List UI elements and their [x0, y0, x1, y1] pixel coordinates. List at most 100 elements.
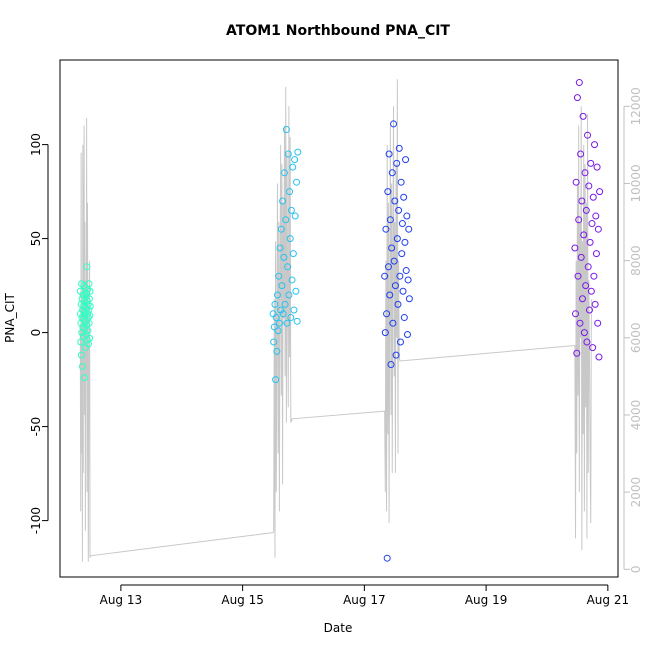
data-point: [580, 231, 588, 239]
y2-tick-label: 6000: [629, 323, 643, 354]
y2-tick-label: 4000: [629, 400, 643, 431]
data-point: [586, 238, 594, 246]
data-point: [284, 263, 292, 271]
data-point: [78, 280, 86, 288]
data-point: [589, 344, 597, 352]
y-tick-label: 0: [29, 329, 43, 337]
data-point: [592, 212, 600, 220]
data-point: [78, 295, 86, 303]
data-point: [77, 338, 85, 346]
data-point: [401, 238, 409, 246]
x-tick-label: Aug 13: [100, 593, 143, 607]
y-axis-label: PNA_CIT: [3, 292, 17, 342]
y-tick-label: 100: [29, 133, 43, 156]
data-point: [403, 212, 411, 220]
data-point: [576, 319, 584, 327]
data-point: [594, 225, 602, 233]
data-point: [83, 263, 91, 271]
x-tick-label: Aug 19: [465, 593, 508, 607]
data-point: [404, 276, 412, 284]
data-point: [394, 300, 402, 308]
x-axis-label: Date: [324, 621, 353, 635]
data-point: [596, 188, 604, 196]
data-point: [399, 287, 407, 295]
data-point: [288, 276, 296, 284]
data-point: [382, 225, 390, 233]
data-point: [274, 327, 282, 335]
data-point: [286, 188, 294, 196]
x-tick-label: Aug 15: [221, 593, 264, 607]
data-point: [573, 349, 581, 357]
data-point: [393, 235, 401, 243]
data-point: [381, 272, 389, 280]
data-point: [397, 338, 405, 346]
data-point: [79, 323, 87, 331]
y-tick-label: -50: [29, 417, 43, 437]
data-point: [572, 310, 580, 318]
data-point: [384, 188, 392, 196]
data-point: [383, 310, 391, 318]
data-point: [577, 253, 585, 261]
data-point: [270, 323, 278, 331]
data-point: [281, 300, 289, 308]
data-point: [283, 319, 291, 327]
data-point: [575, 79, 583, 87]
data-point: [405, 225, 413, 233]
data-point: [278, 282, 286, 290]
data-point: [86, 302, 94, 310]
data-point: [400, 314, 408, 322]
secondary-series-layer: [79, 79, 592, 562]
data-point: [400, 193, 408, 201]
data-point: [275, 272, 283, 280]
x-tick-label: Aug 17: [343, 593, 386, 607]
data-point: [585, 306, 593, 314]
data-point: [285, 291, 293, 299]
data-point: [587, 287, 595, 295]
data-point: [393, 159, 401, 167]
data-point: [293, 178, 301, 186]
data-point: [397, 178, 405, 186]
data-point: [590, 272, 598, 280]
data-point: [392, 351, 400, 359]
data-point: [86, 334, 94, 342]
data-point: [388, 244, 396, 252]
data-point: [384, 263, 392, 271]
data-point: [86, 312, 94, 320]
data-point: [577, 150, 585, 158]
data-point: [83, 336, 91, 344]
data-point: [388, 169, 396, 177]
data-point: [272, 314, 280, 322]
data-point: [272, 376, 280, 384]
data-point: [291, 212, 299, 220]
y2-tick-label: 10000: [629, 164, 643, 202]
data-point: [85, 319, 93, 327]
data-point: [578, 197, 586, 205]
data-point: [280, 253, 288, 261]
y-tick-label: -100: [29, 507, 43, 534]
data-point: [280, 169, 288, 177]
data-point: [83, 310, 91, 318]
data-point: [587, 159, 595, 167]
data-point: [282, 126, 290, 134]
data-point: [571, 244, 579, 252]
data-point: [395, 206, 403, 214]
data-point: [275, 319, 283, 327]
data-point: [405, 295, 413, 303]
data-point: [85, 280, 93, 288]
data-point: [580, 329, 588, 337]
data-point: [386, 216, 394, 224]
data-point: [583, 338, 591, 346]
data-point: [389, 319, 397, 327]
axes-layer: -100 -50 0 50 100 0 2000 4000 6000 8000 10000 12000…: [29, 59, 643, 607]
data-point: [391, 197, 399, 205]
data-point: [77, 351, 85, 359]
data-point: [584, 263, 592, 271]
data-point: [291, 156, 299, 164]
data-point: [386, 291, 394, 299]
y-tick-label: 50: [29, 231, 43, 246]
data-point: [574, 272, 582, 280]
data-point: [395, 144, 403, 152]
data-point: [381, 329, 389, 337]
